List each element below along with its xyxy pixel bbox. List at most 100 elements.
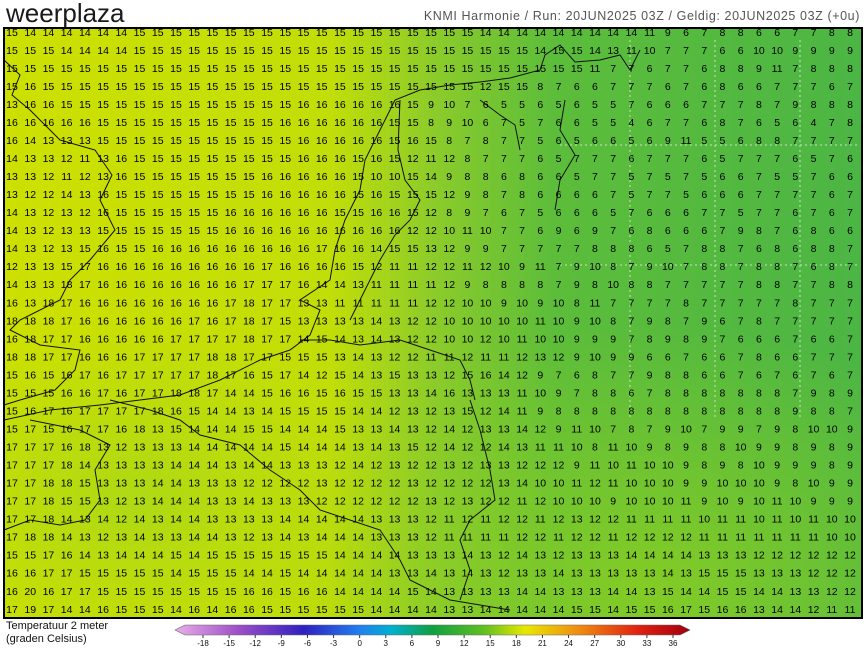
temperature-value: 12 (425, 478, 437, 490)
temperature-value: 16 (97, 279, 109, 291)
temperature-value: 8 (501, 279, 507, 291)
temperature-value: 16 (97, 604, 109, 616)
temperature-value: 9 (665, 423, 671, 435)
temperature-value: 17 (24, 496, 36, 508)
temperature-value: 14 (97, 27, 109, 39)
temperature-value: 18 (24, 333, 36, 345)
temperature-value: 9 (811, 387, 817, 399)
temperature-value: 12 (79, 207, 91, 219)
temperature-value: 17 (225, 369, 237, 381)
temperature-value: 8 (610, 243, 616, 255)
temperature-value: 7 (628, 261, 634, 273)
temperature-value: 15 (462, 63, 474, 75)
temperature-value: 15 (334, 369, 346, 381)
temperature-value: 12 (443, 279, 455, 291)
temperature-value: 10 (553, 333, 565, 345)
temperature-value: 16 (24, 117, 36, 129)
temperature-value: 7 (647, 153, 653, 165)
temperature-value: 17 (279, 369, 291, 381)
temperature-value: 12 (389, 496, 401, 508)
temperature-value: 15 (425, 27, 437, 39)
temperature-value: 13 (152, 442, 164, 454)
temperature-value: 12 (443, 297, 455, 309)
temperature-value: 14 (607, 27, 619, 39)
temperature-value: 13 (498, 586, 510, 598)
temperature-value: 11 (517, 405, 528, 417)
temperature-value: 12 (443, 369, 455, 381)
temperature-value: 14 (97, 45, 109, 57)
temperature-value: 10 (480, 225, 492, 237)
temperature-value: 8 (592, 387, 598, 399)
temperature-value: 10 (717, 496, 729, 508)
temperature-value: 11 (371, 297, 382, 309)
temperature-value: 7 (647, 423, 653, 435)
temperature-value: 6 (683, 207, 689, 219)
temperature-value: 14 (389, 604, 401, 616)
temperature-value: 17 (680, 604, 692, 616)
temperature-value: 8 (738, 387, 744, 399)
temperature-value: 16 (261, 171, 273, 183)
temperature-value: 10 (534, 333, 546, 345)
temperature-value: 14 (371, 586, 383, 598)
temperature-value: 15 (279, 405, 291, 417)
temperature-value: 9 (701, 478, 707, 490)
temperature-value: 13 (407, 550, 419, 562)
temperature-value: 6 (738, 135, 744, 147)
temperature-value: 14 (516, 550, 528, 562)
temperature-value: 7 (811, 81, 817, 93)
temperature-value: 14 (352, 568, 364, 580)
temperature-value: 17 (43, 550, 55, 562)
temperature-value: 15 (243, 63, 255, 75)
temperature-value: 15 (207, 225, 219, 237)
temperature-value: 16 (298, 279, 310, 291)
temperature-value: 8 (483, 279, 489, 291)
temperature-value: 9 (811, 45, 817, 57)
temperature-value: 7 (720, 279, 726, 291)
temperature-value: 17 (170, 351, 182, 363)
temperature-value: 13 (352, 442, 364, 454)
temperature-value: 15 (279, 63, 291, 75)
temperature-value: 9 (738, 225, 744, 237)
temperature-value: 7 (610, 369, 616, 381)
temperature-value: 15 (316, 351, 328, 363)
temperature-value: 16 (115, 333, 127, 345)
temperature-value: 7 (628, 207, 634, 219)
temperature-value: 5 (792, 171, 798, 183)
temperature-value: 14 (626, 27, 638, 39)
temperature-value: 13 (61, 135, 73, 147)
temperature-value: 16 (279, 171, 291, 183)
temperature-value: 13 (298, 297, 310, 309)
temperature-value: 12 (443, 189, 455, 201)
temperature-value: 10 (371, 171, 383, 183)
temperature-value: 6 (720, 171, 726, 183)
temperature-value: 12 (443, 153, 455, 165)
temperature-value: 18 (6, 351, 18, 363)
temperature-value: 15 (389, 117, 401, 129)
temperature-value: 9 (446, 171, 452, 183)
temperature-value: 15 (225, 117, 237, 129)
temperature-value: 8 (483, 189, 489, 201)
temperature-value: 7 (811, 135, 817, 147)
temperature-value: 15 (298, 45, 310, 57)
temperature-value: 9 (847, 442, 853, 454)
temperature-value: 7 (683, 351, 689, 363)
temperature-value: 11 (790, 532, 801, 544)
temperature-value: 6 (574, 81, 580, 93)
temperature-value: 13 (425, 369, 437, 381)
temperature-value: 16 (207, 261, 219, 273)
temperature-value: 14 (279, 532, 291, 544)
temperature-value: 9 (756, 442, 762, 454)
temperature-value: 15 (261, 423, 273, 435)
temperature-value: 14 (170, 460, 182, 472)
temperature-value: 14 (352, 532, 364, 544)
temperature-value: 8 (720, 63, 726, 75)
temperature-value: 17 (6, 478, 18, 490)
temperature-value: 14 (115, 45, 127, 57)
temperature-value: 10 (516, 297, 528, 309)
temperature-value: 7 (829, 351, 835, 363)
temperature-value: 17 (61, 351, 73, 363)
temperature-value: 6 (537, 225, 543, 237)
temperature-value: 10 (498, 261, 510, 273)
temperature-value: 15 (243, 99, 255, 111)
temperature-value: 16 (334, 387, 346, 399)
